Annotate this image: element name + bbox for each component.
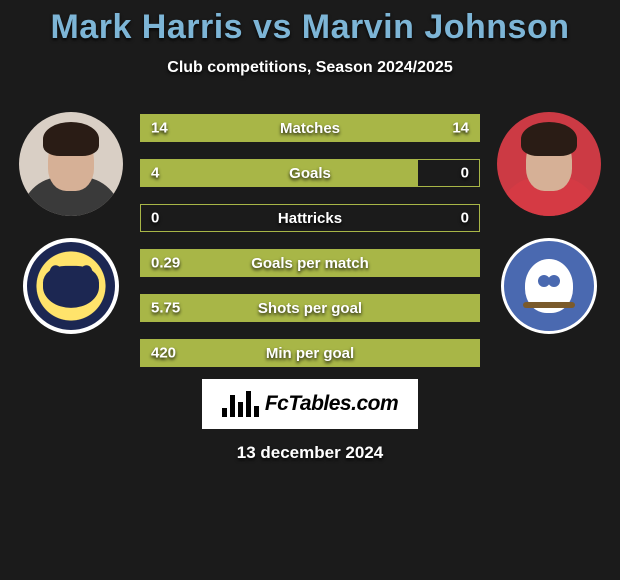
stat-value-left: 14	[151, 120, 168, 137]
stat-value-left: 420	[151, 345, 176, 362]
stat-label: Goals	[289, 165, 331, 182]
stat-value-right: 0	[461, 210, 469, 227]
brand-badge: FcTables.com	[202, 379, 418, 429]
stat-label: Goals per match	[251, 255, 369, 272]
stat-value-left: 0.29	[151, 255, 180, 272]
date-text: 13 december 2024	[237, 443, 384, 463]
brand-text: FcTables.com	[265, 392, 398, 416]
stat-label: Min per goal	[266, 345, 354, 362]
stat-bar-left	[141, 160, 418, 186]
stat-value-right: 14	[452, 120, 469, 137]
player-right-avatar	[497, 112, 601, 216]
stat-value-left: 5.75	[151, 300, 180, 317]
stat-row: 0 0 Hattricks	[140, 204, 480, 232]
stat-value-left: 4	[151, 165, 159, 182]
stat-value-left: 0	[151, 210, 159, 227]
stat-row: 5.75 Shots per goal	[140, 294, 480, 322]
stat-label: Matches	[280, 120, 340, 137]
left-side	[16, 112, 126, 334]
right-side	[494, 112, 604, 334]
stat-row: 420 Min per goal	[140, 339, 480, 367]
player-left-avatar	[19, 112, 123, 216]
stat-label: Hattricks	[278, 210, 342, 227]
brand-bars-icon	[222, 391, 259, 417]
stat-value-right: 0	[461, 165, 469, 182]
stat-row: 4 0 Goals	[140, 159, 480, 187]
page-subtitle: Club competitions, Season 2024/2025	[0, 59, 620, 77]
stats-bars: 14 14 Matches 4 0 Goals 0 0 Hattricks 0.29 Goals p…	[140, 112, 480, 367]
club-left-crest	[23, 238, 119, 334]
club-right-crest	[501, 238, 597, 334]
stat-label: Shots per goal	[258, 300, 362, 317]
stat-row: 0.29 Goals per match	[140, 249, 480, 277]
stat-row: 14 14 Matches	[140, 114, 480, 142]
page-title: Mark Harris vs Marvin Johnson	[0, 8, 620, 47]
